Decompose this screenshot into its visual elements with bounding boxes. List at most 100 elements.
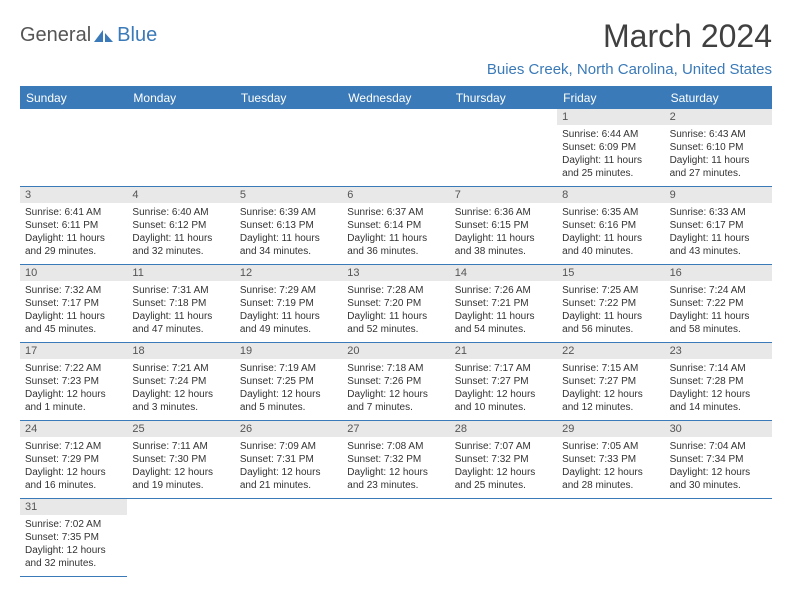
day-number: 5 [235, 187, 342, 203]
day-cell: 25Sunrise: 7:11 AMSunset: 7:30 PMDayligh… [127, 421, 234, 499]
day-details: Sunrise: 7:17 AMSunset: 7:27 PMDaylight:… [450, 359, 557, 419]
sunset-text: Sunset: 6:17 PM [670, 219, 767, 232]
day-cell: 1Sunrise: 6:44 AMSunset: 6:09 PMDaylight… [557, 109, 664, 187]
dow-header: Sunday [20, 87, 127, 109]
daylight-text: Daylight: 12 hours and 19 minutes. [132, 466, 229, 492]
brand-text-1: General [20, 24, 91, 47]
sunrise-text: Sunrise: 6:33 AM [670, 206, 767, 219]
sunrise-text: Sunrise: 7:14 AM [670, 362, 767, 375]
day-cell: 9Sunrise: 6:33 AMSunset: 6:17 PMDaylight… [665, 187, 772, 265]
sunrise-text: Sunrise: 7:07 AM [455, 440, 552, 453]
day-cell: 7Sunrise: 6:36 AMSunset: 6:15 PMDaylight… [450, 187, 557, 265]
day-cell: 17Sunrise: 7:22 AMSunset: 7:23 PMDayligh… [20, 343, 127, 421]
daylight-text: Daylight: 12 hours and 7 minutes. [347, 388, 444, 414]
empty-cell [342, 109, 449, 187]
empty-cell [20, 109, 127, 187]
day-number: 17 [20, 343, 127, 359]
day-details: Sunrise: 7:09 AMSunset: 7:31 PMDaylight:… [235, 437, 342, 497]
sunset-text: Sunset: 7:33 PM [562, 453, 659, 466]
trailing-empty-cell [557, 499, 664, 577]
daylight-text: Daylight: 11 hours and 49 minutes. [240, 310, 337, 336]
day-cell: 21Sunrise: 7:17 AMSunset: 7:27 PMDayligh… [450, 343, 557, 421]
day-number: 6 [342, 187, 449, 203]
daylight-text: Daylight: 11 hours and 43 minutes. [670, 232, 767, 258]
dow-header: Friday [557, 87, 664, 109]
sunrise-text: Sunrise: 6:39 AM [240, 206, 337, 219]
day-number: 3 [20, 187, 127, 203]
daylight-text: Daylight: 12 hours and 25 minutes. [455, 466, 552, 492]
sunset-text: Sunset: 7:18 PM [132, 297, 229, 310]
day-details: Sunrise: 6:44 AMSunset: 6:09 PMDaylight:… [557, 125, 664, 185]
daylight-text: Daylight: 12 hours and 23 minutes. [347, 466, 444, 492]
sunset-text: Sunset: 7:31 PM [240, 453, 337, 466]
day-cell: 11Sunrise: 7:31 AMSunset: 7:18 PMDayligh… [127, 265, 234, 343]
daylight-text: Daylight: 11 hours and 47 minutes. [132, 310, 229, 336]
day-details: Sunrise: 7:04 AMSunset: 7:34 PMDaylight:… [665, 437, 772, 497]
day-cell: 10Sunrise: 7:32 AMSunset: 7:17 PMDayligh… [20, 265, 127, 343]
sunrise-text: Sunrise: 7:12 AM [25, 440, 122, 453]
day-details: Sunrise: 7:25 AMSunset: 7:22 PMDaylight:… [557, 281, 664, 341]
day-cell: 8Sunrise: 6:35 AMSunset: 6:16 PMDaylight… [557, 187, 664, 265]
sunset-text: Sunset: 7:22 PM [562, 297, 659, 310]
day-cell: 27Sunrise: 7:08 AMSunset: 7:32 PMDayligh… [342, 421, 449, 499]
calendar-grid: SundayMondayTuesdayWednesdayThursdayFrid… [20, 86, 772, 577]
day-number: 18 [127, 343, 234, 359]
sunset-text: Sunset: 7:32 PM [455, 453, 552, 466]
sunrise-text: Sunrise: 7:25 AM [562, 284, 659, 297]
sunset-text: Sunset: 7:20 PM [347, 297, 444, 310]
sunrise-text: Sunrise: 7:02 AM [25, 518, 122, 531]
day-details: Sunrise: 7:28 AMSunset: 7:20 PMDaylight:… [342, 281, 449, 341]
sunrise-text: Sunrise: 7:18 AM [347, 362, 444, 375]
sunset-text: Sunset: 7:23 PM [25, 375, 122, 388]
brand-logo: General Blue [20, 24, 157, 47]
dow-header: Wednesday [342, 87, 449, 109]
daylight-text: Daylight: 11 hours and 54 minutes. [455, 310, 552, 336]
daylight-text: Daylight: 12 hours and 3 minutes. [132, 388, 229, 414]
day-number: 24 [20, 421, 127, 437]
day-details: Sunrise: 7:05 AMSunset: 7:33 PMDaylight:… [557, 437, 664, 497]
day-cell: 18Sunrise: 7:21 AMSunset: 7:24 PMDayligh… [127, 343, 234, 421]
sunrise-text: Sunrise: 7:24 AM [670, 284, 767, 297]
day-cell: 13Sunrise: 7:28 AMSunset: 7:20 PMDayligh… [342, 265, 449, 343]
day-number: 11 [127, 265, 234, 281]
day-details: Sunrise: 7:31 AMSunset: 7:18 PMDaylight:… [127, 281, 234, 341]
day-cell: 23Sunrise: 7:14 AMSunset: 7:28 PMDayligh… [665, 343, 772, 421]
day-details: Sunrise: 7:32 AMSunset: 7:17 PMDaylight:… [20, 281, 127, 341]
day-details: Sunrise: 6:33 AMSunset: 6:17 PMDaylight:… [665, 203, 772, 263]
sunset-text: Sunset: 7:21 PM [455, 297, 552, 310]
trailing-empty-cell [127, 499, 234, 577]
sunrise-text: Sunrise: 6:36 AM [455, 206, 552, 219]
sunrise-text: Sunrise: 7:26 AM [455, 284, 552, 297]
sunset-text: Sunset: 6:15 PM [455, 219, 552, 232]
day-details: Sunrise: 6:35 AMSunset: 6:16 PMDaylight:… [557, 203, 664, 263]
day-details: Sunrise: 7:29 AMSunset: 7:19 PMDaylight:… [235, 281, 342, 341]
day-cell: 16Sunrise: 7:24 AMSunset: 7:22 PMDayligh… [665, 265, 772, 343]
dow-header: Monday [127, 87, 234, 109]
sunset-text: Sunset: 6:11 PM [25, 219, 122, 232]
day-number: 13 [342, 265, 449, 281]
sunrise-text: Sunrise: 6:43 AM [670, 128, 767, 141]
month-title: March 2024 [487, 18, 772, 55]
sunrise-text: Sunrise: 7:11 AM [132, 440, 229, 453]
sunrise-text: Sunrise: 6:44 AM [562, 128, 659, 141]
sunset-text: Sunset: 7:27 PM [455, 375, 552, 388]
day-details: Sunrise: 6:37 AMSunset: 6:14 PMDaylight:… [342, 203, 449, 263]
day-details: Sunrise: 6:36 AMSunset: 6:15 PMDaylight:… [450, 203, 557, 263]
trailing-empty-cell [342, 499, 449, 577]
sunrise-text: Sunrise: 6:40 AM [132, 206, 229, 219]
day-number: 12 [235, 265, 342, 281]
brand-text-2: Blue [117, 24, 157, 47]
daylight-text: Daylight: 12 hours and 10 minutes. [455, 388, 552, 414]
day-number: 27 [342, 421, 449, 437]
dow-header: Saturday [665, 87, 772, 109]
day-details: Sunrise: 7:22 AMSunset: 7:23 PMDaylight:… [20, 359, 127, 419]
sunset-text: Sunset: 7:22 PM [670, 297, 767, 310]
sunset-text: Sunset: 6:14 PM [347, 219, 444, 232]
day-cell: 20Sunrise: 7:18 AMSunset: 7:26 PMDayligh… [342, 343, 449, 421]
sunrise-text: Sunrise: 7:32 AM [25, 284, 122, 297]
dow-header: Thursday [450, 87, 557, 109]
empty-cell [235, 109, 342, 187]
sunset-text: Sunset: 7:34 PM [670, 453, 767, 466]
day-details: Sunrise: 6:43 AMSunset: 6:10 PMDaylight:… [665, 125, 772, 185]
sunset-text: Sunset: 7:30 PM [132, 453, 229, 466]
